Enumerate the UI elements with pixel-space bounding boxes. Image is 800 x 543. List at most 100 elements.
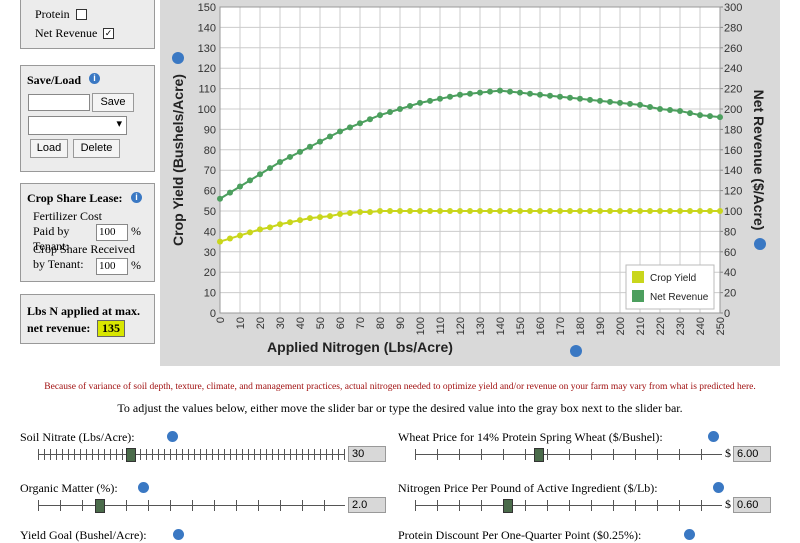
- x-axis-label: Applied Nitrogen (Lbs/Acre): [267, 339, 453, 355]
- load-button[interactable]: Load: [30, 139, 68, 158]
- y-tick-label: 30: [204, 247, 216, 259]
- delete-button[interactable]: Delete: [73, 139, 120, 158]
- data-point: [217, 238, 223, 245]
- data-point: [567, 94, 573, 101]
- data-point: [397, 208, 403, 214]
- slider-tick: [525, 449, 526, 460]
- y-tick-label: 40: [204, 226, 216, 238]
- value-box[interactable]: 0.60: [733, 497, 771, 513]
- data-point: [337, 211, 343, 218]
- data-point: [287, 219, 293, 226]
- info-icon[interactable]: [173, 529, 184, 540]
- result-value: 135: [97, 320, 125, 337]
- data-point: [237, 232, 243, 239]
- data-point: [707, 208, 713, 214]
- data-point: [397, 106, 403, 112]
- y2-tick-label: 180: [724, 124, 742, 136]
- slider-tick: [437, 500, 438, 511]
- load-select[interactable]: ▾: [28, 116, 127, 135]
- value-box[interactable]: 2.0: [348, 497, 386, 513]
- data-point: [667, 208, 673, 214]
- x-tick-label: 250: [715, 317, 727, 335]
- slider-label: Yield Goal (Bushel/Acre):: [20, 528, 147, 542]
- slider-tick: [60, 500, 61, 511]
- slider-label: Protein Discount Per One-Quarter Point (…: [398, 528, 642, 542]
- field-input[interactable]: 100: [96, 224, 128, 241]
- slider-tick: [230, 449, 231, 460]
- unit: %: [131, 258, 141, 272]
- slider-tick: [116, 449, 117, 460]
- data-point: [637, 208, 643, 214]
- y-tick-label: 0: [210, 308, 216, 320]
- y2-tick-label: 140: [724, 165, 742, 177]
- y-tick-label: 70: [204, 165, 216, 177]
- save-button[interactable]: Save: [92, 93, 134, 112]
- slider-tick: [547, 449, 548, 460]
- data-point: [437, 95, 443, 102]
- slider-tick: [278, 449, 279, 460]
- x-tick-label: 80: [375, 317, 387, 329]
- data-point: [407, 208, 413, 214]
- info-icon[interactable]: i: [131, 192, 142, 203]
- slider-tick: [170, 449, 171, 460]
- checkbox[interactable]: ✓: [103, 28, 114, 39]
- data-point: [547, 208, 553, 214]
- slider-tick: [569, 449, 570, 460]
- crop-share-panel: Crop Share Lease: i Fertilizer Cost Paid…: [20, 183, 155, 282]
- info-icon[interactable]: [754, 238, 766, 250]
- data-point: [717, 114, 723, 121]
- info-icon[interactable]: [172, 52, 184, 64]
- x-tick-label: 220: [655, 317, 667, 335]
- data-point: [687, 208, 693, 214]
- y-tick-label: 50: [204, 206, 216, 218]
- data-point: [387, 109, 393, 116]
- slider-handle[interactable]: [126, 448, 137, 462]
- data-point: [457, 91, 463, 98]
- data-point: [647, 208, 653, 214]
- slider-tick: [148, 500, 149, 511]
- name-input[interactable]: [28, 94, 90, 111]
- slider-tick: [591, 449, 592, 460]
- max-n-panel: Lbs N applied at max. net revenue: 135: [20, 294, 155, 344]
- data-point: [247, 177, 253, 184]
- x-tick-label: 20: [255, 317, 267, 329]
- data-point: [517, 208, 523, 214]
- slider-tick: [344, 449, 345, 460]
- value-box[interactable]: 6.00: [733, 446, 771, 462]
- info-icon[interactable]: i: [89, 73, 100, 84]
- info-icon[interactable]: [707, 431, 719, 442]
- y-tick-label: 140: [198, 22, 216, 34]
- field-input[interactable]: 100: [96, 258, 128, 275]
- data-point: [357, 209, 363, 216]
- data-point: [367, 209, 373, 216]
- slider-tick: [701, 449, 702, 460]
- data-point: [487, 208, 493, 214]
- info-icon[interactable]: [167, 431, 179, 442]
- info-icon[interactable]: [570, 345, 582, 357]
- slider-handle[interactable]: [533, 448, 544, 462]
- slider-label: Soil Nitrate (Lbs/Acre):: [20, 430, 135, 444]
- slider-tick: [481, 500, 482, 511]
- slider-track: [415, 505, 722, 506]
- data-point: [417, 99, 423, 106]
- chart: Applied Nitrogen (Lbs/Acre) Crop Yield (…: [160, 0, 780, 366]
- value-prefix: $: [725, 497, 731, 511]
- slider-tick: [98, 449, 99, 460]
- slider-handle[interactable]: [95, 499, 106, 513]
- info-icon[interactable]: [138, 482, 150, 493]
- info-icon[interactable]: [713, 482, 725, 493]
- value-box[interactable]: 30: [348, 446, 386, 462]
- data-point: [477, 208, 483, 214]
- slider-handle[interactable]: [503, 499, 514, 513]
- plot-area: [220, 7, 720, 313]
- slider-track: [38, 505, 345, 506]
- field-label: Crop Share Received by Tenant:: [33, 242, 135, 271]
- checkbox[interactable]: [76, 9, 87, 20]
- data-point: [507, 208, 513, 214]
- x-tick-label: 120: [455, 317, 467, 335]
- check-label: Protein: [35, 7, 70, 21]
- slider-tick: [126, 500, 127, 511]
- info-icon[interactable]: [684, 529, 696, 540]
- slider-tick: [459, 449, 460, 460]
- display-options: Protein Net Revenue ✓: [20, 0, 155, 49]
